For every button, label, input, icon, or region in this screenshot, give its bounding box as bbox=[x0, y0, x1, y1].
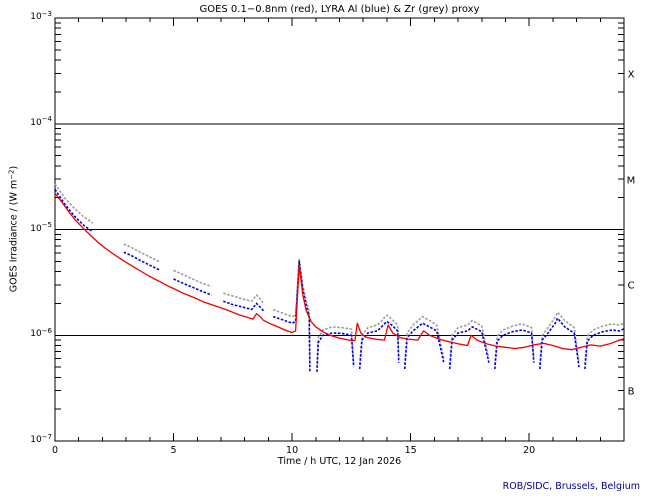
series-blue bbox=[358, 320, 400, 370]
y-tick-base: 10 bbox=[30, 223, 42, 234]
x-tick-label: 20 bbox=[523, 445, 536, 456]
series-grey bbox=[494, 323, 535, 365]
series-blue bbox=[448, 326, 490, 370]
y-axis-title-text: GOES Irradiance / (W m bbox=[8, 179, 20, 293]
flare-class-label-x: X bbox=[627, 69, 635, 81]
y-tick-exponent: −6 bbox=[41, 326, 52, 335]
x-tick-label: 10 bbox=[286, 445, 299, 456]
series-blue bbox=[123, 251, 161, 272]
x-tick-label: 5 bbox=[170, 445, 177, 456]
y-tick-base: 10 bbox=[30, 12, 42, 22]
flare-class-label-c: C bbox=[627, 280, 635, 292]
y-tick-label: 10−5 bbox=[0, 221, 52, 235]
series-blue bbox=[494, 329, 535, 370]
y-tick-exponent: −4 bbox=[41, 115, 52, 124]
y-tick-base: 10 bbox=[30, 117, 42, 128]
series-grey bbox=[223, 292, 265, 304]
series-blue bbox=[539, 317, 580, 370]
y-tick-base: 10 bbox=[30, 329, 42, 340]
series-blue bbox=[173, 278, 212, 296]
series-blue bbox=[54, 188, 94, 233]
series-grey bbox=[123, 243, 161, 264]
y-tick-label: 10−4 bbox=[0, 115, 52, 129]
y-tick-base: 10 bbox=[30, 435, 42, 445]
x-tick-label: 15 bbox=[404, 445, 417, 456]
chart-title: GOES 0.1−0.8nm (red), LYRA Al (blue) & Z… bbox=[199, 4, 480, 15]
y-tick-label: 10−6 bbox=[0, 326, 52, 340]
series-grey bbox=[584, 322, 625, 365]
series-grey bbox=[448, 319, 490, 365]
y-tick-exponent: −7 bbox=[41, 432, 52, 441]
y-tick-exponent: −5 bbox=[41, 221, 52, 229]
y-tick-label: 10−7 bbox=[0, 432, 52, 446]
series-blue bbox=[584, 328, 625, 370]
series-grey bbox=[54, 183, 94, 224]
x-tick-label: 0 bbox=[51, 445, 59, 456]
series-grey bbox=[272, 257, 311, 368]
series-blue bbox=[316, 332, 355, 372]
series-blue bbox=[272, 260, 311, 372]
series-red bbox=[54, 192, 625, 351]
series-grey bbox=[316, 326, 355, 368]
y-tick-label: 10−3 bbox=[0, 9, 52, 23]
y-axis-title-superscript: −2 bbox=[7, 169, 15, 180]
series-blue bbox=[223, 300, 265, 312]
flare-class-label-b: B bbox=[627, 386, 635, 398]
y-tick-exponent: −3 bbox=[41, 9, 52, 18]
series-grey bbox=[173, 269, 212, 288]
x-axis-title: Time / h UTC, 12 Jan 2026 bbox=[277, 456, 402, 467]
series-grey bbox=[539, 311, 580, 365]
series-grey bbox=[403, 315, 445, 365]
flare-class-label-m: M bbox=[626, 175, 636, 187]
credit-text: ROB/SIDC, Brussels, Belgium bbox=[502, 481, 640, 492]
